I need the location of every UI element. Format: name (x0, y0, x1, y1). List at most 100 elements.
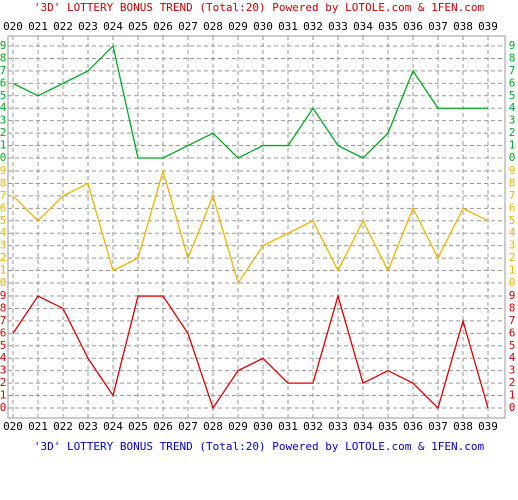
x-tick-label: 027 (178, 420, 198, 433)
y-tick-label: 0 (509, 151, 516, 164)
y-tick-label: 2 (0, 376, 6, 389)
x-tick-label: 035 (378, 20, 398, 33)
x-tick-label: 036 (403, 20, 423, 33)
plot-frame (7, 35, 506, 419)
y-tick-label: 8 (0, 51, 6, 64)
x-tick-label: 030 (253, 420, 273, 433)
y-tick-label: 7 (0, 314, 6, 327)
x-tick-label: 022 (53, 20, 73, 33)
y-tick-label: 3 (0, 364, 6, 377)
y-tick-label: 8 (509, 176, 516, 189)
y-tick-label: 1 (509, 264, 516, 277)
y-tick-label: 6 (509, 326, 516, 339)
y-tick-label: 8 (509, 51, 516, 64)
trend-line (12, 44, 488, 159)
y-tick-label: 2 (509, 376, 516, 389)
x-tick-label: 038 (453, 20, 473, 33)
y-tick-label: 9 (509, 164, 516, 177)
x-tick-label: 026 (153, 20, 173, 33)
y-tick-label: 5 (509, 339, 516, 352)
y-tick-label: 7 (0, 189, 6, 202)
x-tick-label: 021 (28, 20, 48, 33)
y-tick-label: 1 (0, 389, 6, 402)
y-tick-label: 8 (0, 176, 6, 189)
y-tick-label: 0 (0, 401, 6, 414)
y-tick-label: 1 (509, 389, 516, 402)
y-tick-label: 6 (0, 326, 6, 339)
y-tick-label: 3 (509, 114, 516, 127)
y-tick-label: 3 (509, 364, 516, 377)
y-tick-label: 4 (0, 101, 7, 114)
y-tick-label: 1 (0, 139, 6, 152)
y-tick-label: 9 (0, 164, 6, 177)
y-tick-label: 2 (509, 251, 516, 264)
x-tick-label: 028 (203, 420, 223, 433)
x-tick-label: 030 (253, 20, 273, 33)
x-tick-label: 039 (478, 20, 498, 33)
x-tick-label: 020 (3, 420, 23, 433)
y-tick-label: 4 (0, 226, 7, 239)
y-tick-label: 6 (509, 76, 516, 89)
x-tick-label: 034 (353, 420, 373, 433)
y-tick-label: 6 (0, 76, 6, 89)
x-tick-label: 021 (28, 420, 48, 433)
chart-title: '3D' LOTTERY BONUS TREND (Total:20) Powe… (34, 1, 485, 14)
x-tick-label: 037 (428, 420, 448, 433)
x-tick-label: 037 (428, 20, 448, 33)
y-tick-label: 7 (0, 64, 6, 77)
x-tick-label: 033 (328, 20, 348, 33)
y-tick-label: 0 (509, 276, 516, 289)
x-tick-label: 034 (353, 20, 373, 33)
x-tick-label: 023 (78, 420, 98, 433)
y-tick-label: 7 (509, 189, 516, 202)
trend-line (12, 168, 489, 285)
x-tick-label: 024 (103, 420, 123, 433)
y-tick-label: 0 (0, 151, 6, 164)
y-tick-label: 7 (509, 64, 516, 77)
x-tick-label: 027 (178, 20, 198, 33)
y-tick-label: 4 (509, 101, 516, 114)
y-tick-label: 4 (0, 351, 7, 364)
y-tick-label: 0 (509, 401, 516, 414)
y-tick-label: 6 (509, 201, 516, 214)
y-tick-label: 9 (0, 289, 6, 302)
y-tick-label: 2 (0, 126, 6, 139)
y-tick-label: 5 (509, 89, 516, 102)
y-tick-label: 1 (0, 264, 6, 277)
y-tick-label: 0 (0, 276, 6, 289)
y-tick-label: 3 (0, 239, 6, 252)
x-tick-label: 032 (303, 420, 323, 433)
y-tick-label: 5 (0, 339, 6, 352)
y-tick-label: 8 (0, 301, 6, 314)
y-tick-label: 6 (0, 201, 6, 214)
x-tick-label: 020 (3, 20, 23, 33)
x-tick-label: 028 (203, 20, 223, 33)
y-tick-label: 2 (509, 126, 516, 139)
x-tick-label: 038 (453, 420, 473, 433)
x-tick-label: 032 (303, 20, 323, 33)
y-tick-label: 4 (509, 226, 516, 239)
x-tick-label: 026 (153, 420, 173, 433)
x-tick-label: 022 (53, 420, 73, 433)
x-tick-label: 025 (128, 20, 148, 33)
x-tick-label: 024 (103, 20, 123, 33)
x-tick-label: 023 (78, 20, 98, 33)
chart-footer-title: '3D' LOTTERY BONUS TREND (Total:20) Powe… (34, 440, 485, 453)
y-tick-label: 7 (509, 314, 516, 327)
x-tick-label: 039 (478, 420, 498, 433)
y-tick-label: 1 (509, 139, 516, 152)
y-tick-label: 2 (0, 251, 6, 264)
x-tick-label: 036 (403, 420, 423, 433)
y-tick-label: 5 (0, 214, 6, 227)
x-tick-label: 025 (128, 420, 148, 433)
y-tick-label: 5 (509, 214, 516, 227)
x-tick-label: 035 (378, 420, 398, 433)
y-tick-label: 4 (509, 351, 516, 364)
trend-line (12, 293, 489, 410)
y-tick-label: 9 (0, 39, 6, 52)
x-tick-label: 031 (278, 420, 298, 433)
x-tick-label: 029 (228, 20, 248, 33)
y-tick-label: 9 (509, 289, 516, 302)
